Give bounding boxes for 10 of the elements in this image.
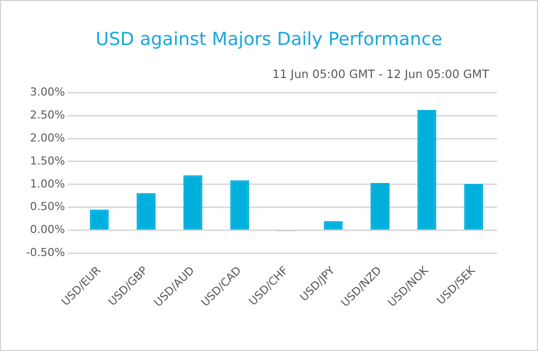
y-tick-label: 0.00% (30, 223, 65, 236)
y-tick-label: 2.50% (30, 108, 65, 122)
y-tick-label: 3.00% (30, 85, 65, 98)
chart-title: USD against Majors Daily Performance (94, 29, 444, 50)
y-tick-label: -0.50% (26, 246, 65, 260)
y-tick-label: 0.50% (30, 200, 65, 214)
y-tick-label: 1.00% (30, 177, 65, 190)
y-tick-label: 2.00% (30, 131, 65, 144)
y-tick-label: 1.50% (30, 154, 65, 168)
chart-subtitle: 11 Jun 05:00 GMT - 12 Jun 05:00 GMT (272, 67, 489, 81)
